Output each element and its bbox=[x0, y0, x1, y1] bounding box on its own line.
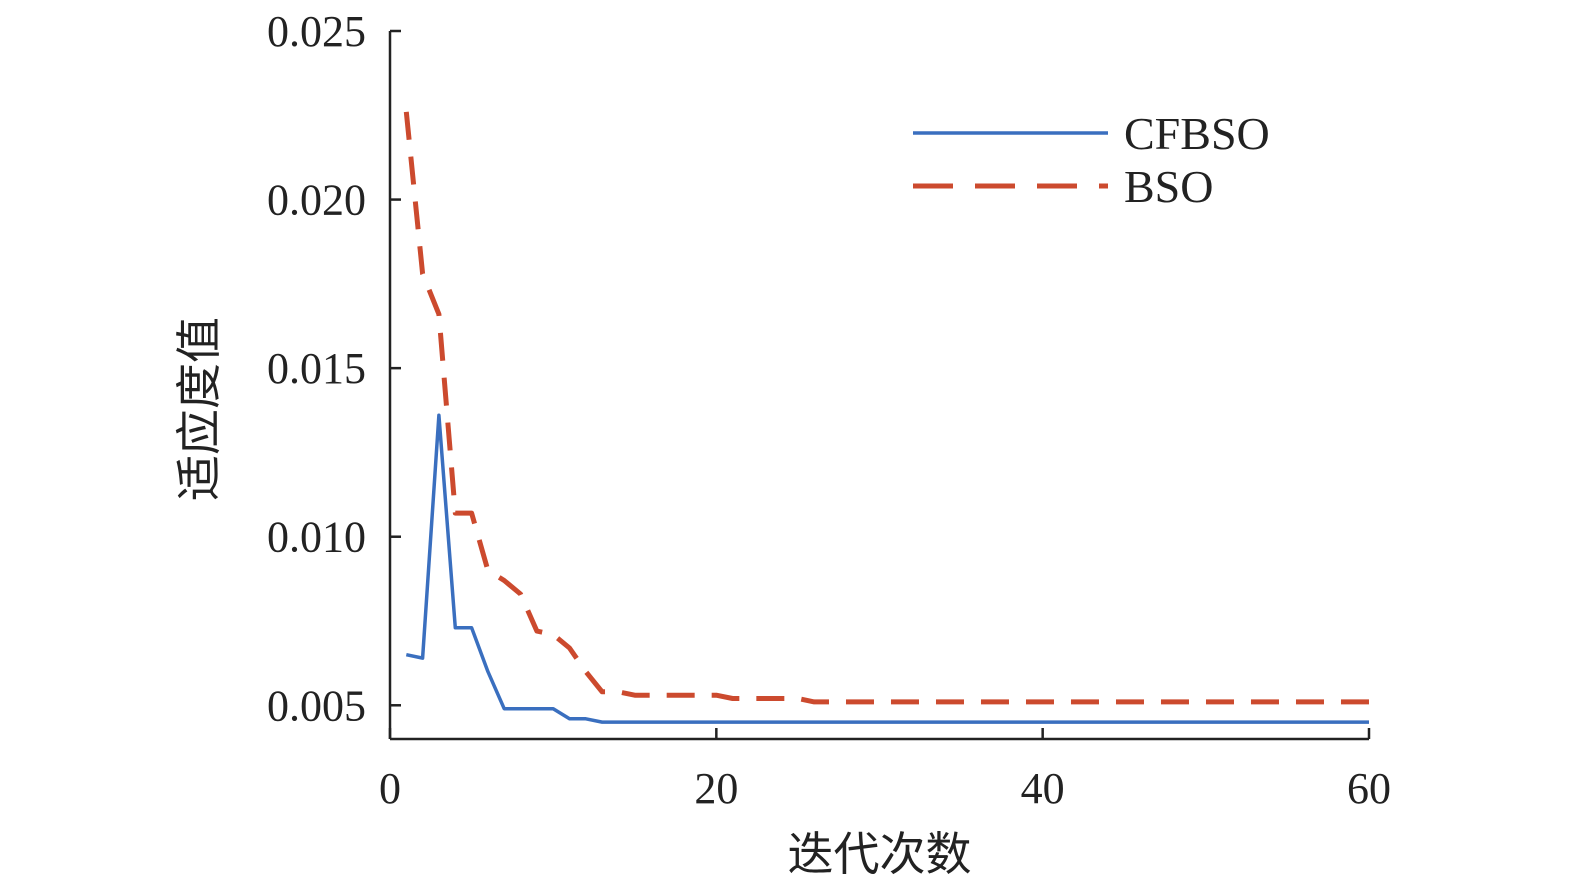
x-tick-label: 20 bbox=[694, 764, 738, 813]
legend-label-bso: BSO bbox=[1124, 161, 1213, 212]
x-tick-label: 0 bbox=[379, 764, 401, 813]
y-ticks: 0.005 0.010 0.015 0.020 0.025 bbox=[267, 7, 401, 730]
series-line-bso bbox=[403, 111, 1369, 705]
series-line-cfbso bbox=[405, 413, 1369, 724]
y-axis-title: 适应度值 bbox=[172, 317, 226, 501]
y-tick-label: 0.015 bbox=[267, 344, 366, 393]
x-ticks: 0 20 40 60 bbox=[379, 728, 1391, 813]
x-tick-label: 60 bbox=[1347, 764, 1391, 813]
series-layer bbox=[403, 111, 1369, 724]
axes: 0.005 0.010 0.015 0.020 0.025 0 20 40 60 bbox=[267, 7, 1391, 813]
legend-label-cfbso: CFBSO bbox=[1124, 108, 1270, 159]
y-tick-label: 0.025 bbox=[267, 7, 366, 56]
y-tick-label: 0.005 bbox=[267, 681, 366, 730]
x-tick-label: 40 bbox=[1021, 764, 1065, 813]
y-tick-label: 0.010 bbox=[267, 513, 366, 562]
x-axis-title: 迭代次数 bbox=[788, 827, 972, 881]
y-tick-label: 0.020 bbox=[267, 176, 366, 225]
